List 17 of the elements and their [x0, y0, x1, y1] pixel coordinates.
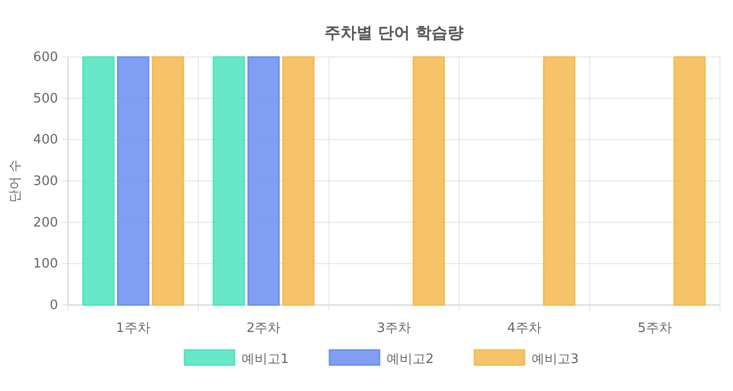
y-tick-label: 100 — [33, 256, 58, 272]
y-tick-label: 500 — [33, 91, 58, 106]
y-tick-label: 300 — [33, 174, 58, 189]
x-tick-label: 4주차 — [507, 321, 542, 336]
y-axis-title: 단어 수 — [8, 159, 23, 203]
chart-title: 주차별 단어 학습량 — [324, 23, 464, 42]
legend-label: 예비고2 — [386, 352, 434, 367]
y-tick-label: 200 — [33, 215, 58, 230]
legend-label: 예비고3 — [532, 352, 579, 367]
y-tick-label: 600 — [33, 50, 58, 65]
x-tick-label: 2주차 — [246, 321, 281, 336]
legend-label: 예비고1 — [242, 352, 289, 367]
x-tick-label: 5주차 — [638, 321, 672, 336]
x-tick-label: 3주차 — [376, 321, 412, 336]
x-tick-label: 1주차 — [116, 321, 150, 336]
y-tick-label: 400 — [33, 132, 58, 148]
y-tick-label: 0 — [50, 298, 58, 313]
